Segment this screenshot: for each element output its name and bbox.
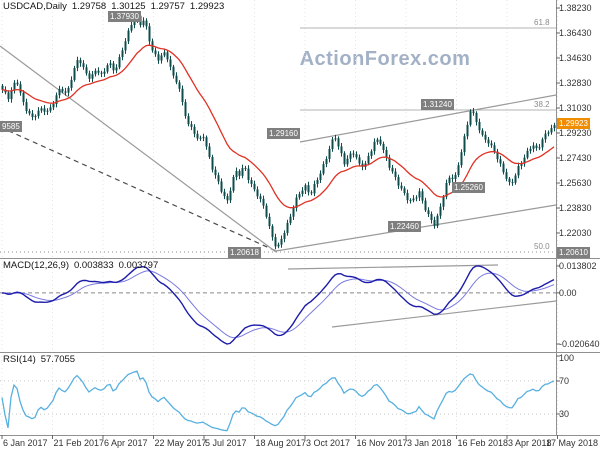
ohlc-header: USDCAD,Daily 1.29758 1.30125 1.29757 1.29923 — [3, 1, 229, 12]
candle-wicks — [2, 12, 555, 250]
trendline — [0, 45, 277, 253]
macd-indicator-name: MACD(12,26,9) — [3, 260, 69, 271]
high-value: 1.30125 — [111, 1, 146, 12]
watermark: ActionForex.com — [299, 48, 471, 70]
rsi-header: RSI(14) 57.7055 — [3, 354, 80, 365]
trendline — [299, 94, 557, 143]
macd-trendline — [331, 300, 557, 328]
macd-line — [1, 265, 555, 345]
ma-line — [1, 44, 555, 209]
macd-trendline — [287, 264, 499, 270]
trendline — [275, 204, 557, 252]
symbol-timeframe: USDCAD,Daily — [3, 1, 67, 12]
macd-value: 0.003833 — [74, 260, 114, 271]
rsi-line — [1, 370, 555, 432]
macd-signal-value: 0.003797 — [118, 260, 159, 271]
rsi-value: 57.7055 — [40, 354, 76, 365]
low-value: 1.29757 — [150, 1, 185, 12]
macd-header: MACD(12,26,9) 0.003833 0.003797 — [3, 260, 163, 271]
rsi-indicator-name: RSI(14) — [3, 354, 36, 365]
close-value: 1.29923 — [189, 1, 225, 12]
dashed-trendline — [0, 126, 277, 252]
open-value: 1.29758 — [71, 1, 107, 12]
macd-signal-line — [1, 270, 555, 339]
